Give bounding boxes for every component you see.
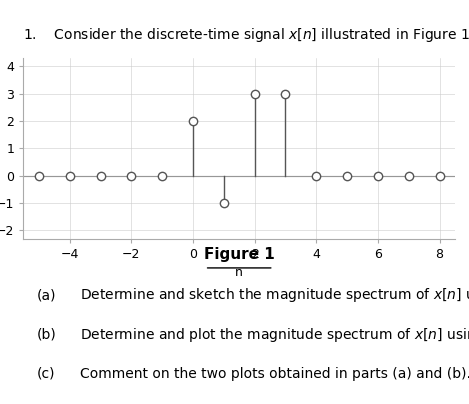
Text: Determine and sketch the magnitude spectrum of $x[n]$ using the DTFT.: Determine and sketch the magnitude spect…	[80, 286, 469, 304]
Text: (a): (a)	[37, 288, 56, 302]
Text: Comment on the two plots obtained in parts (a) and (b).: Comment on the two plots obtained in par…	[80, 367, 469, 381]
Text: 1.    Consider the discrete-time signal $x[n]$ illustrated in Figure 1.: 1. Consider the discrete-time signal $x[…	[23, 26, 469, 44]
Text: (b): (b)	[37, 328, 56, 341]
Text: (c): (c)	[37, 367, 55, 381]
Text: Figure 1: Figure 1	[204, 246, 274, 262]
Text: Determine and plot the magnitude spectrum of $x[n]$ using the DFT.: Determine and plot the magnitude spectru…	[80, 326, 469, 343]
X-axis label: n: n	[235, 266, 243, 279]
